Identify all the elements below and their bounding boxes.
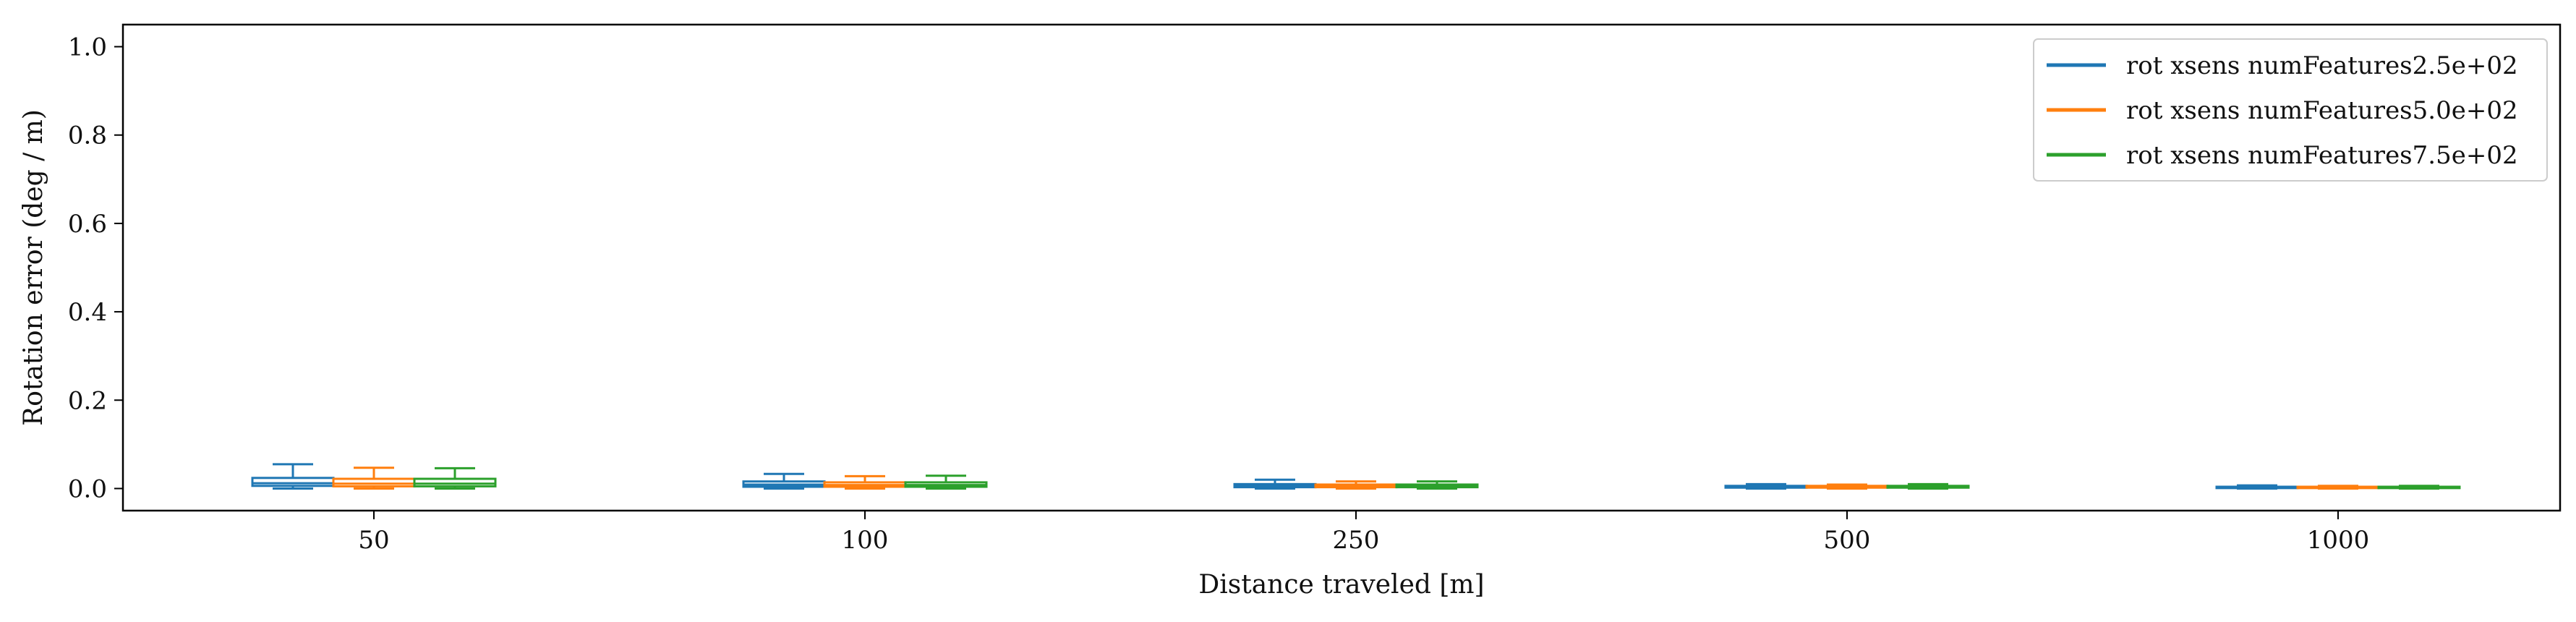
legend-entry-label: rot xsens numFeatures2.5e+02 xyxy=(2126,51,2518,80)
box-iqr xyxy=(251,477,335,487)
box-iqr xyxy=(332,477,416,487)
x-axis-label: Distance traveled [m] xyxy=(1198,570,1484,600)
axes-frame xyxy=(121,23,2562,512)
box-plot xyxy=(413,466,497,490)
legend-entry-label: rot xsens numFeatures7.5e+02 xyxy=(2126,141,2518,170)
box-plot xyxy=(1233,478,1317,490)
box-plot xyxy=(1724,482,1808,490)
x-tick-label: 1000 xyxy=(2307,526,2370,555)
box-plot xyxy=(251,463,335,490)
box-plot xyxy=(1395,480,1479,490)
legend-frame xyxy=(2033,38,2548,182)
box-plot xyxy=(823,474,907,490)
box-plot xyxy=(742,472,826,490)
legend-entry-label: rot xsens numFeatures5.0e+02 xyxy=(2126,96,2518,125)
y-tick-label: 0.8 xyxy=(68,122,107,150)
box-plot xyxy=(1314,480,1398,490)
y-tick-label: 1.0 xyxy=(68,33,107,62)
box-plot xyxy=(2296,485,2380,490)
box-plot xyxy=(1805,483,1889,490)
box-plot xyxy=(332,466,416,490)
y-tick-label: 0.0 xyxy=(68,474,107,503)
box-plot xyxy=(904,474,988,490)
x-tick-label: 50 xyxy=(358,526,389,555)
plot-area xyxy=(251,463,2461,490)
y-axis-label: Rotation error (deg / m) xyxy=(19,109,48,426)
box-plot xyxy=(2377,485,2461,490)
x-tick-label: 100 xyxy=(842,526,889,555)
x-tick-label: 500 xyxy=(1824,526,1871,555)
box-iqr xyxy=(413,477,497,487)
y-tick-label: 0.2 xyxy=(68,386,107,415)
box-plot xyxy=(1886,482,1970,490)
legend: rot xsens numFeatures2.5e+02 rot xsens nu… xyxy=(2033,38,2548,182)
y-tick-label: 0.4 xyxy=(68,298,107,327)
y-tick-label: 0.6 xyxy=(68,210,107,239)
x-tick-label: 250 xyxy=(1333,526,1380,555)
axes: 0.0 0.2 0.4 0.6 0.8 1.0 50 100 250 500 1000 xyxy=(68,23,2562,555)
box-plot xyxy=(2215,484,2299,490)
